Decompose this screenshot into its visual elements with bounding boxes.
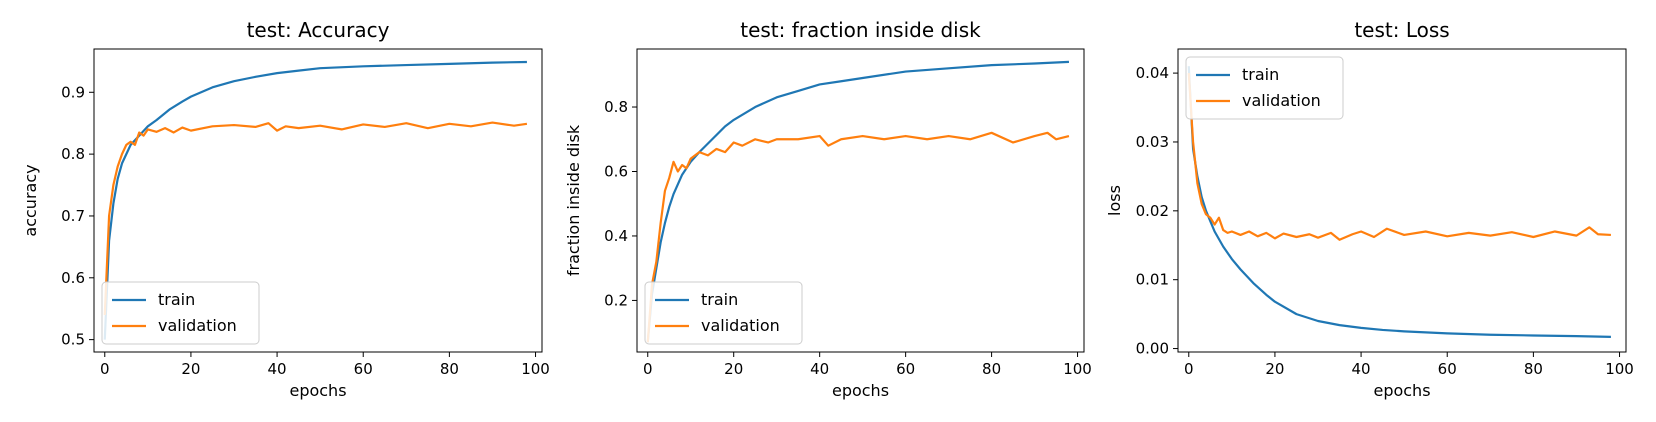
legend-label-validation: validation xyxy=(1242,91,1321,110)
series-line-train xyxy=(1187,66,1611,338)
legend: train validation xyxy=(1185,56,1344,120)
x-tick-label: 100 xyxy=(1063,360,1092,378)
series-line-validation xyxy=(1187,73,1611,241)
legend-label-train: train xyxy=(158,290,195,309)
y-tick-label: 0.9 xyxy=(61,83,85,101)
y-tick-label: 0.5 xyxy=(61,331,85,349)
x-tick-label: 60 xyxy=(1438,360,1457,378)
plot-frame xyxy=(636,48,1085,353)
y-tick-label: 0.6 xyxy=(604,162,628,180)
chart-2: test: fraction inside disk 0 20 40 60 80 100 0.… xyxy=(564,18,1092,400)
y-tick-label: 0.4 xyxy=(604,227,628,245)
x-tick-label: 80 xyxy=(1524,360,1543,378)
x-axis-label: epochs xyxy=(1373,381,1430,400)
series-line-validation xyxy=(646,131,1070,343)
legend-label-validation: validation xyxy=(158,316,237,335)
x-tick-label: 80 xyxy=(440,360,459,378)
series-line-validation xyxy=(103,121,528,315)
y-tick-label: 0.03 xyxy=(1136,133,1169,151)
y-tick-label: 0.2 xyxy=(604,291,628,309)
legend-box xyxy=(644,281,803,345)
series-line-train xyxy=(103,60,527,340)
chart-3: test: Loss 0 20 40 60 80 100 0.00 0.01 0.02 0.03 0.… xyxy=(1105,18,1634,400)
chart-title: test: Loss xyxy=(1354,18,1449,42)
y-tick-label: 0.6 xyxy=(61,269,85,287)
x-axis-label: epochs xyxy=(289,381,346,400)
y-tick-label: 0.8 xyxy=(61,145,85,163)
y-axis-label: fraction inside disk xyxy=(564,124,583,276)
x-tick-label: 80 xyxy=(982,360,1001,378)
x-axis-label: epochs xyxy=(832,381,889,400)
x-tick-label: 60 xyxy=(896,360,915,378)
x-tick-label: 0 xyxy=(1184,360,1194,378)
x-tick-label: 100 xyxy=(1605,360,1634,378)
y-axis-label: loss xyxy=(1105,185,1124,216)
series-line-train xyxy=(646,60,1070,343)
x-tick-label: 100 xyxy=(521,360,550,378)
chart-title: test: fraction inside disk xyxy=(740,18,981,42)
legend-box xyxy=(1185,56,1344,120)
chart-1: test: Accuracy 0 20 40 60 80 100 0.5 0.6 0.7 0.8 0.… xyxy=(21,18,550,400)
x-tick-label: 60 xyxy=(354,360,373,378)
y-tick-label: 0.7 xyxy=(61,207,85,225)
legend-label-validation: validation xyxy=(701,316,780,335)
y-tick-label: 0.02 xyxy=(1136,202,1169,220)
x-tick-label: 20 xyxy=(181,360,200,378)
legend: train validation xyxy=(101,281,260,345)
x-tick-label: 0 xyxy=(100,360,110,378)
legend-box xyxy=(101,281,260,345)
x-tick-label: 40 xyxy=(1352,360,1371,378)
chart-title: test: Accuracy xyxy=(247,18,390,42)
y-tick-label: 0.01 xyxy=(1136,271,1169,289)
legend: train validation xyxy=(644,281,803,345)
y-tick-label: 0.8 xyxy=(604,98,628,116)
x-tick-label: 20 xyxy=(1265,360,1284,378)
plot-frame xyxy=(93,48,543,353)
legend-label-train: train xyxy=(701,290,738,309)
x-tick-label: 40 xyxy=(810,360,829,378)
y-tick-label: 0.00 xyxy=(1136,340,1169,358)
plot-frame xyxy=(1177,48,1627,353)
x-tick-label: 20 xyxy=(724,360,743,378)
y-axis-label: accuracy xyxy=(21,164,40,236)
x-tick-label: 0 xyxy=(643,360,653,378)
legend-label-train: train xyxy=(1242,65,1279,84)
x-tick-label: 40 xyxy=(268,360,287,378)
y-tick-label: 0.04 xyxy=(1136,64,1169,82)
